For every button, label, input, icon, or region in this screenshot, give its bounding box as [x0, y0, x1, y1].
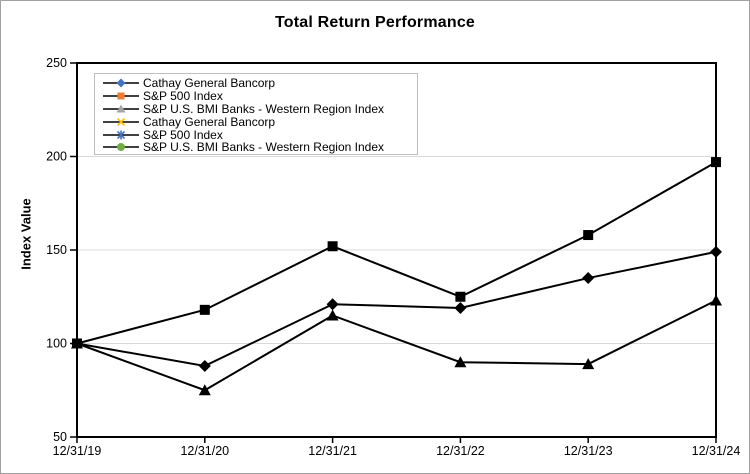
diamond-marker: [326, 298, 339, 311]
legend-label: Cathay General Bancorp: [143, 114, 276, 129]
legend-box: Cathay General Bancorp S&P 500 Index S&P U…: [94, 73, 418, 155]
legend-marker-swatch: [103, 130, 139, 140]
legend-marker-swatch: [103, 117, 139, 126]
x-tick-label: 12/31/21: [308, 444, 357, 458]
x-marker: [116, 117, 126, 126]
diamond-marker: [582, 272, 595, 285]
square-marker: [72, 338, 82, 349]
diamond-marker: [198, 359, 211, 372]
square-marker: [583, 230, 594, 241]
x-tick-label: 12/31/24: [692, 444, 741, 458]
series-line: [76, 299, 717, 392]
triangle-marker: [454, 356, 467, 368]
series-line: [76, 250, 717, 367]
triangle-marker: [198, 384, 211, 396]
legend-item: Cathay General Bancorp: [101, 115, 417, 128]
y-tick-label: 250: [46, 56, 67, 70]
legend-label: S&P 500 Index: [143, 89, 223, 104]
square-marker: [199, 304, 210, 315]
legend-marker-swatch: [103, 143, 139, 152]
square-marker: [117, 92, 125, 100]
legend-item: S&P 500 Index: [101, 90, 417, 103]
legend-label: S&P 500 Index: [143, 127, 223, 142]
legend-marker-swatch: [103, 104, 139, 113]
square-marker: [327, 241, 338, 252]
triangle-marker: [582, 358, 595, 370]
x-tick-label: 12/31/19: [53, 444, 102, 458]
square-marker: [711, 157, 721, 168]
x-tick-label: 12/31/20: [180, 444, 229, 458]
legend-item: S&P U.S. BMI Banks - Western Region Inde…: [101, 103, 417, 116]
chart-title: Total Return Performance: [274, 14, 476, 31]
triangle-marker: [710, 294, 722, 306]
diamond-marker: [710, 245, 722, 258]
x-tick-label: 12/31/22: [436, 444, 485, 458]
legend-item: S&P 500 Index: [101, 128, 417, 141]
y-tick-label: 50: [53, 430, 67, 444]
legend-marker-swatch: [103, 92, 139, 100]
y-tick-label: 200: [46, 150, 67, 164]
y-tick-label: 100: [46, 337, 67, 351]
legend-label: S&P U.S. BMI Banks - Western Region Inde…: [143, 101, 384, 116]
legend-item: Cathay General Bancorp: [101, 77, 417, 90]
triangle-marker: [116, 104, 126, 113]
legend-label: S&P U.S. BMI Banks - Western Region Inde…: [143, 140, 384, 155]
legend-marker-swatch: [103, 78, 139, 88]
triangle-marker: [326, 309, 339, 321]
diamond-marker: [116, 78, 126, 88]
legend-item: S&P U.S. BMI Banks - Western Region Inde…: [101, 141, 417, 154]
x-tick-label: 12/31/23: [564, 444, 613, 458]
square-marker: [455, 291, 466, 302]
diamond-marker: [454, 301, 467, 314]
series-line: [76, 161, 717, 345]
y-tick-label: 150: [46, 243, 67, 257]
circle-marker: [117, 143, 125, 152]
legend-label: Cathay General Bancorp: [143, 76, 276, 91]
